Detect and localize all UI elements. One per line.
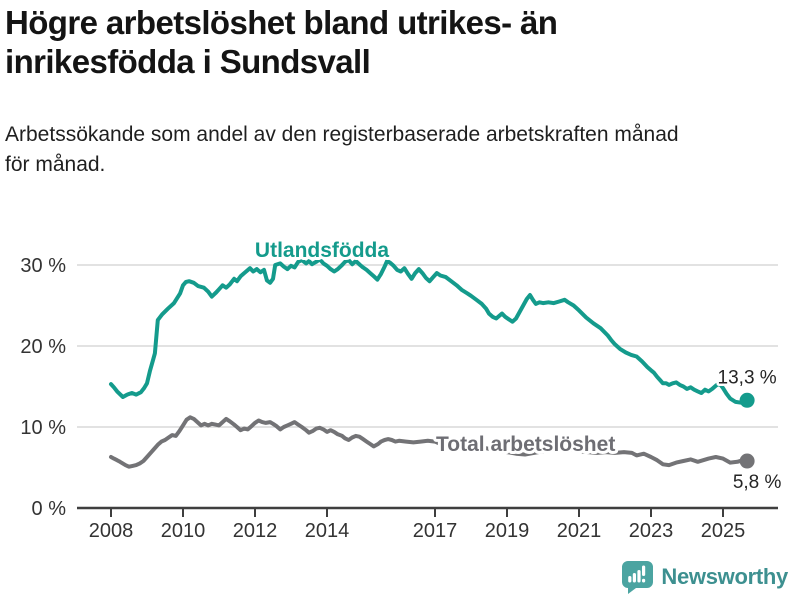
series-label-0: Utlandsfödda <box>255 239 389 262</box>
series-endpoint-1 <box>739 453 755 469</box>
brand-wordmark: Newsworthy <box>661 564 788 589</box>
y-tick-label-20: 20 % <box>20 336 66 358</box>
newsworthy-bubble-icon <box>622 561 654 594</box>
x-tick-label-2010: 2010 <box>161 520 206 542</box>
title-line-1: Högre arbetslöshet bland utrikes- än <box>5 4 558 41</box>
title-line-2: inrikesfödda i Sundsvall <box>5 42 371 80</box>
x-tick-label-2025: 2025 <box>701 520 746 542</box>
x-tick-label-2019: 2019 <box>485 520 530 542</box>
page-title: Högre arbetslöshet bland utrikes- än inr… <box>5 4 558 82</box>
value-label-0: 13,3 % <box>718 367 777 388</box>
x-tick-label-2012: 2012 <box>233 520 278 542</box>
bar-3 <box>637 570 642 583</box>
y-tick-label-10: 10 % <box>20 417 66 439</box>
exclamation-bar <box>642 565 646 576</box>
x-tick-label-2023: 2023 <box>629 520 674 542</box>
series-line-1 <box>109 415 750 469</box>
value-label-1: 5,8 % <box>733 472 782 493</box>
chart-subtitle: Arbetssökande som andel av den registerb… <box>5 120 679 181</box>
series-endpoint-0 <box>739 392 755 408</box>
series-line-0 <box>109 257 750 405</box>
y-tick-label-0: 0 % <box>32 498 67 520</box>
exclamation-dot <box>642 578 646 583</box>
x-tick-label-2021: 2021 <box>557 520 602 542</box>
y-tick-label-30: 30 % <box>20 255 66 277</box>
bar-2 <box>633 573 637 583</box>
newsworthy-logo[interactable]: Newsworthy <box>621 558 788 596</box>
x-tick-label-2008: 2008 <box>89 520 134 542</box>
series-label-1: Total arbetslöshet <box>436 433 615 456</box>
subtitle-line-1: Arbetssökande som andel av den registerb… <box>5 123 679 146</box>
subtitle-line-2: för månad. <box>5 153 106 177</box>
x-tick-label-2014: 2014 <box>305 520 350 542</box>
x-tick-label-2017: 2017 <box>413 520 458 542</box>
bar-1 <box>628 576 632 583</box>
